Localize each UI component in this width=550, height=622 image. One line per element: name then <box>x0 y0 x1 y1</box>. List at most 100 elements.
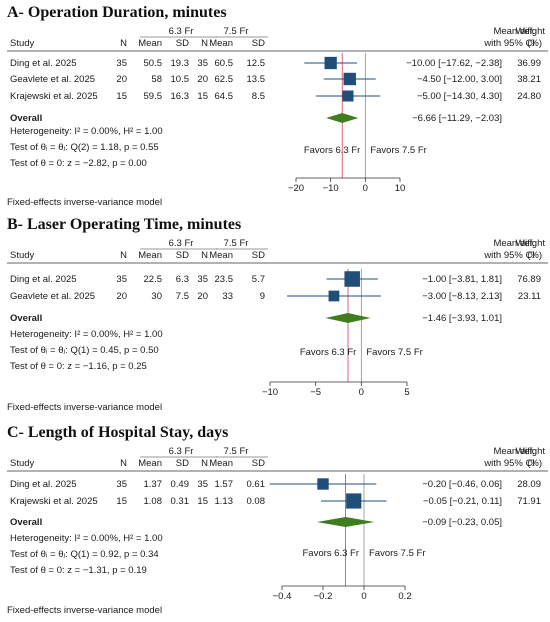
x-tick-label: 10 <box>395 183 406 194</box>
study-n: 35 <box>197 58 208 69</box>
x-tick-label: −20 <box>288 183 304 194</box>
study-ci-text: −1.00 [−3.81, 1.81] <box>422 274 502 285</box>
study-sd: 6.3 <box>176 274 189 285</box>
study-marker <box>324 56 337 70</box>
study-n: 20 <box>197 291 208 302</box>
group-label-right: 7.5 Fr <box>224 26 249 37</box>
study-name: Geavlete et al. 2025 <box>10 74 95 85</box>
study-mean: 1.13 <box>215 496 234 507</box>
col-header-n: N <box>120 458 127 469</box>
favors-left-label: Favors 6.3 Fr <box>300 347 357 358</box>
study-mean: 30 <box>151 291 162 302</box>
study-sd: 10.5 <box>171 74 190 85</box>
col-header-study: Study <box>10 38 35 49</box>
weight-header: Weight <box>516 26 546 37</box>
col-header-mean: Mean <box>138 458 162 469</box>
study-mean: 64.5 <box>215 91 234 102</box>
panel-title: C- Length of Hospital Stay, days <box>7 424 228 441</box>
col-header-study: Study <box>10 250 35 261</box>
model-note: Fixed-effects inverse-variance model <box>7 605 162 616</box>
weight-header: Weight <box>516 446 546 457</box>
group-label-right: 7.5 Fr <box>224 238 249 249</box>
col-header-n: N <box>120 250 127 261</box>
col-header-study: Study <box>10 458 35 469</box>
favors-right-label: Favors 7.5 Fr <box>369 548 426 559</box>
col-header-sd: SD <box>176 458 189 469</box>
study-sd: 0.61 <box>247 479 266 490</box>
forest-panel-2: C- Length of Hospital Stay, days 6.3 Fr 7.… <box>7 424 548 616</box>
study-weight: 24.80 <box>517 91 541 102</box>
study-mean: 22.5 <box>144 274 163 285</box>
heterogeneity-note: Heterogeneity: I² = 0.00%, H² = 1.00 <box>10 533 163 544</box>
study-name: Krajewski et al. 2025 <box>10 496 98 507</box>
heterogeneity-note: Heterogeneity: I² = 0.00%, H² = 1.00 <box>10 329 163 340</box>
study-marker <box>328 290 340 302</box>
study-mean: 1.57 <box>215 479 234 490</box>
study-n: 35 <box>116 58 127 69</box>
col-header-sd: SD <box>176 250 189 261</box>
col-header-sd: SD <box>252 250 265 261</box>
study-ci-text: −4.50 [−12.00, 3.00] <box>417 74 502 85</box>
study-weight: 38.21 <box>517 74 541 85</box>
x-tick-label: 0 <box>359 387 364 398</box>
study-sd: 0.49 <box>171 479 190 490</box>
study-marker <box>343 72 356 86</box>
study-marker <box>346 493 362 509</box>
col-header-mean: Mean <box>209 458 233 469</box>
overall-label: Overall <box>10 313 42 324</box>
group-label-left: 6.3 Fr <box>169 238 194 249</box>
heterogeneity-note: Test of θᵢ = θⱼ: Q(1) = 0.92, p = 0.34 <box>10 549 159 560</box>
overall-diamond <box>316 517 375 527</box>
study-ci-text: −0.05 [−0.21, 0.11] <box>423 496 502 507</box>
favors-right-label: Favors 7.5 Fr <box>370 145 427 156</box>
overall-ci-text: −0.09 [−0.23, 0.05] <box>422 517 502 528</box>
study-marker <box>317 478 329 490</box>
overall-ci-text: −1.46 [−3.93, 1.01] <box>422 313 502 324</box>
col-header-mean: Mean <box>209 38 233 49</box>
study-mean: 62.5 <box>215 74 234 85</box>
study-sd: 7.5 <box>176 291 189 302</box>
heterogeneity-note: Test of θ = 0: z = −1.31, p = 0.19 <box>10 565 147 576</box>
heterogeneity-note: Test of θᵢ = θⱼ: Q(1) = 0.45, p = 0.50 <box>10 345 159 356</box>
heterogeneity-note: Heterogeneity: I² = 0.00%, H² = 1.00 <box>10 126 163 137</box>
study-mean: 1.37 <box>144 479 163 490</box>
col-header-mean: Mean <box>138 250 162 261</box>
x-tick-label: −5 <box>310 387 321 398</box>
study-n: 20 <box>116 74 127 85</box>
study-ci-text: −10.00 [−17.62, −2.38] <box>406 58 502 69</box>
favors-left-label: Favors 6.3 Fr <box>303 548 360 559</box>
study-ci-text: −3.00 [−8.13, 2.13] <box>422 291 502 302</box>
panel-title: A- Operation Duration, minutes <box>7 4 227 21</box>
x-tick-label: −10 <box>262 387 278 398</box>
effect-header: with 95% CI <box>483 38 535 49</box>
forest-panel-1: B- Laser Operating Time, minutes 6.3 Fr 7.… <box>7 216 548 413</box>
favors-right-label: Favors 7.5 Fr <box>366 347 423 358</box>
study-n: 15 <box>197 91 208 102</box>
study-n: 15 <box>116 496 127 507</box>
study-mean: 60.5 <box>215 58 234 69</box>
col-header-sd: SD <box>252 38 265 49</box>
overall-label: Overall <box>10 517 42 528</box>
study-name: Ding et al. 2025 <box>10 274 77 285</box>
col-header-n: N <box>120 38 127 49</box>
study-mean: 33 <box>222 291 233 302</box>
col-header-mean: Mean <box>209 250 233 261</box>
study-weight: 71.91 <box>517 496 541 507</box>
study-n: 35 <box>116 479 127 490</box>
col-header-sd: SD <box>176 38 189 49</box>
effect-header: with 95% CI <box>483 250 535 261</box>
x-tick-label: −0.4 <box>273 591 292 602</box>
effect-header: Mean diff. <box>493 238 535 249</box>
study-mean: 1.08 <box>144 496 163 507</box>
x-tick-label: 5 <box>404 387 409 398</box>
study-sd: 5.7 <box>252 274 265 285</box>
effect-header: Mean diff. <box>493 26 535 37</box>
study-sd: 0.08 <box>247 496 266 507</box>
weight-header: (%) <box>527 250 542 261</box>
study-name: Geavlete et al. 2025 <box>10 291 95 302</box>
overall-label: Overall <box>10 113 42 124</box>
study-sd: 0.31 <box>171 496 190 507</box>
heterogeneity-note: Test of θᵢ = θⱼ: Q(2) = 1.18, p = 0.55 <box>10 142 159 153</box>
